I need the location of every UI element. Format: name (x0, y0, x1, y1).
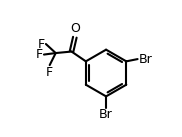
Text: O: O (70, 22, 80, 35)
Text: Br: Br (138, 53, 152, 66)
Text: F: F (46, 66, 53, 79)
Text: F: F (38, 38, 45, 51)
Text: F: F (36, 48, 43, 61)
Text: Br: Br (99, 108, 113, 121)
